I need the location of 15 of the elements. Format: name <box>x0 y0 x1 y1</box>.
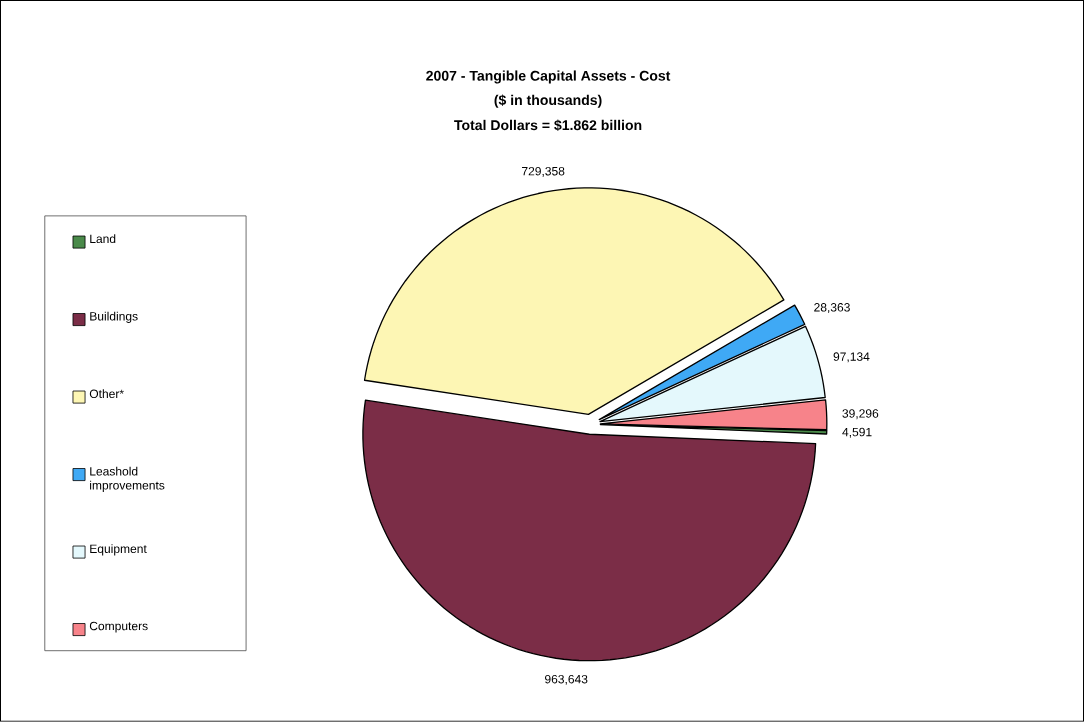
legend-label: Buildings <box>90 311 138 324</box>
data-label: 28,363 <box>814 303 850 314</box>
data-label: 97,134 <box>833 352 870 363</box>
legend-label: Leashold improvements <box>90 466 165 493</box>
text: Total Dollars = $1.862 billion <box>454 119 642 132</box>
legend-label: Computers <box>89 621 148 633</box>
legend-label: Land <box>90 234 116 244</box>
legend-label: Other* <box>89 389 124 399</box>
data-label: 963,643 <box>545 675 588 686</box>
legend-label: Equipment <box>90 544 147 556</box>
chart-title: 2007 - Tangible Capital Assets - Cost <box>426 70 671 84</box>
data-label: 4,591 <box>842 427 872 438</box>
data-label: 39,296 <box>842 409 879 420</box>
chart-subtitle: ($ in thousands) <box>494 94 602 108</box>
data-label: 729,358 <box>522 167 565 178</box>
